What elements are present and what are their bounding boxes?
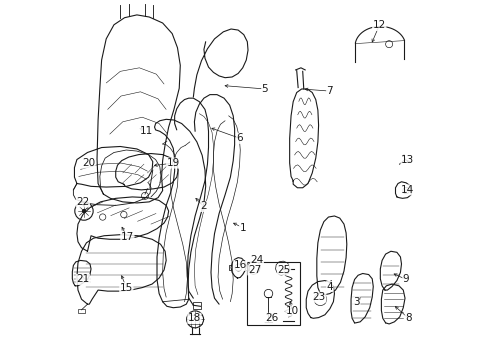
Text: 5: 5 <box>261 84 268 94</box>
Text: 24: 24 <box>250 256 263 265</box>
Bar <box>78 309 85 313</box>
Circle shape <box>75 202 93 220</box>
Text: 3: 3 <box>353 297 359 307</box>
Text: 17: 17 <box>121 232 134 242</box>
Text: 1: 1 <box>239 222 245 233</box>
Text: 25: 25 <box>277 265 290 275</box>
Circle shape <box>264 289 272 298</box>
Text: 21: 21 <box>76 274 89 284</box>
Bar <box>193 302 201 309</box>
Text: 16: 16 <box>233 260 246 270</box>
Text: 9: 9 <box>402 274 408 284</box>
Text: 11: 11 <box>140 126 153 136</box>
Text: 26: 26 <box>265 313 278 323</box>
Text: 8: 8 <box>405 313 411 323</box>
Text: 23: 23 <box>312 292 325 302</box>
Text: 4: 4 <box>326 282 332 292</box>
Text: 12: 12 <box>372 21 385 31</box>
Text: 20: 20 <box>82 158 95 168</box>
Circle shape <box>99 214 105 220</box>
Text: 27: 27 <box>247 265 261 275</box>
Circle shape <box>186 311 203 328</box>
Text: 14: 14 <box>400 185 413 195</box>
Text: 6: 6 <box>236 133 243 143</box>
Text: 10: 10 <box>285 306 298 316</box>
Text: 15: 15 <box>120 283 133 293</box>
Text: 22: 22 <box>76 197 89 207</box>
Circle shape <box>313 293 326 306</box>
Circle shape <box>81 209 86 213</box>
Circle shape <box>121 211 127 218</box>
Circle shape <box>402 188 408 194</box>
Circle shape <box>235 264 242 271</box>
Text: 2: 2 <box>200 202 207 211</box>
Text: 18: 18 <box>187 313 201 323</box>
Text: 13: 13 <box>400 154 413 165</box>
Text: 7: 7 <box>326 86 332 96</box>
Circle shape <box>141 192 148 199</box>
Bar <box>247 262 299 325</box>
Text: 19: 19 <box>166 158 180 168</box>
